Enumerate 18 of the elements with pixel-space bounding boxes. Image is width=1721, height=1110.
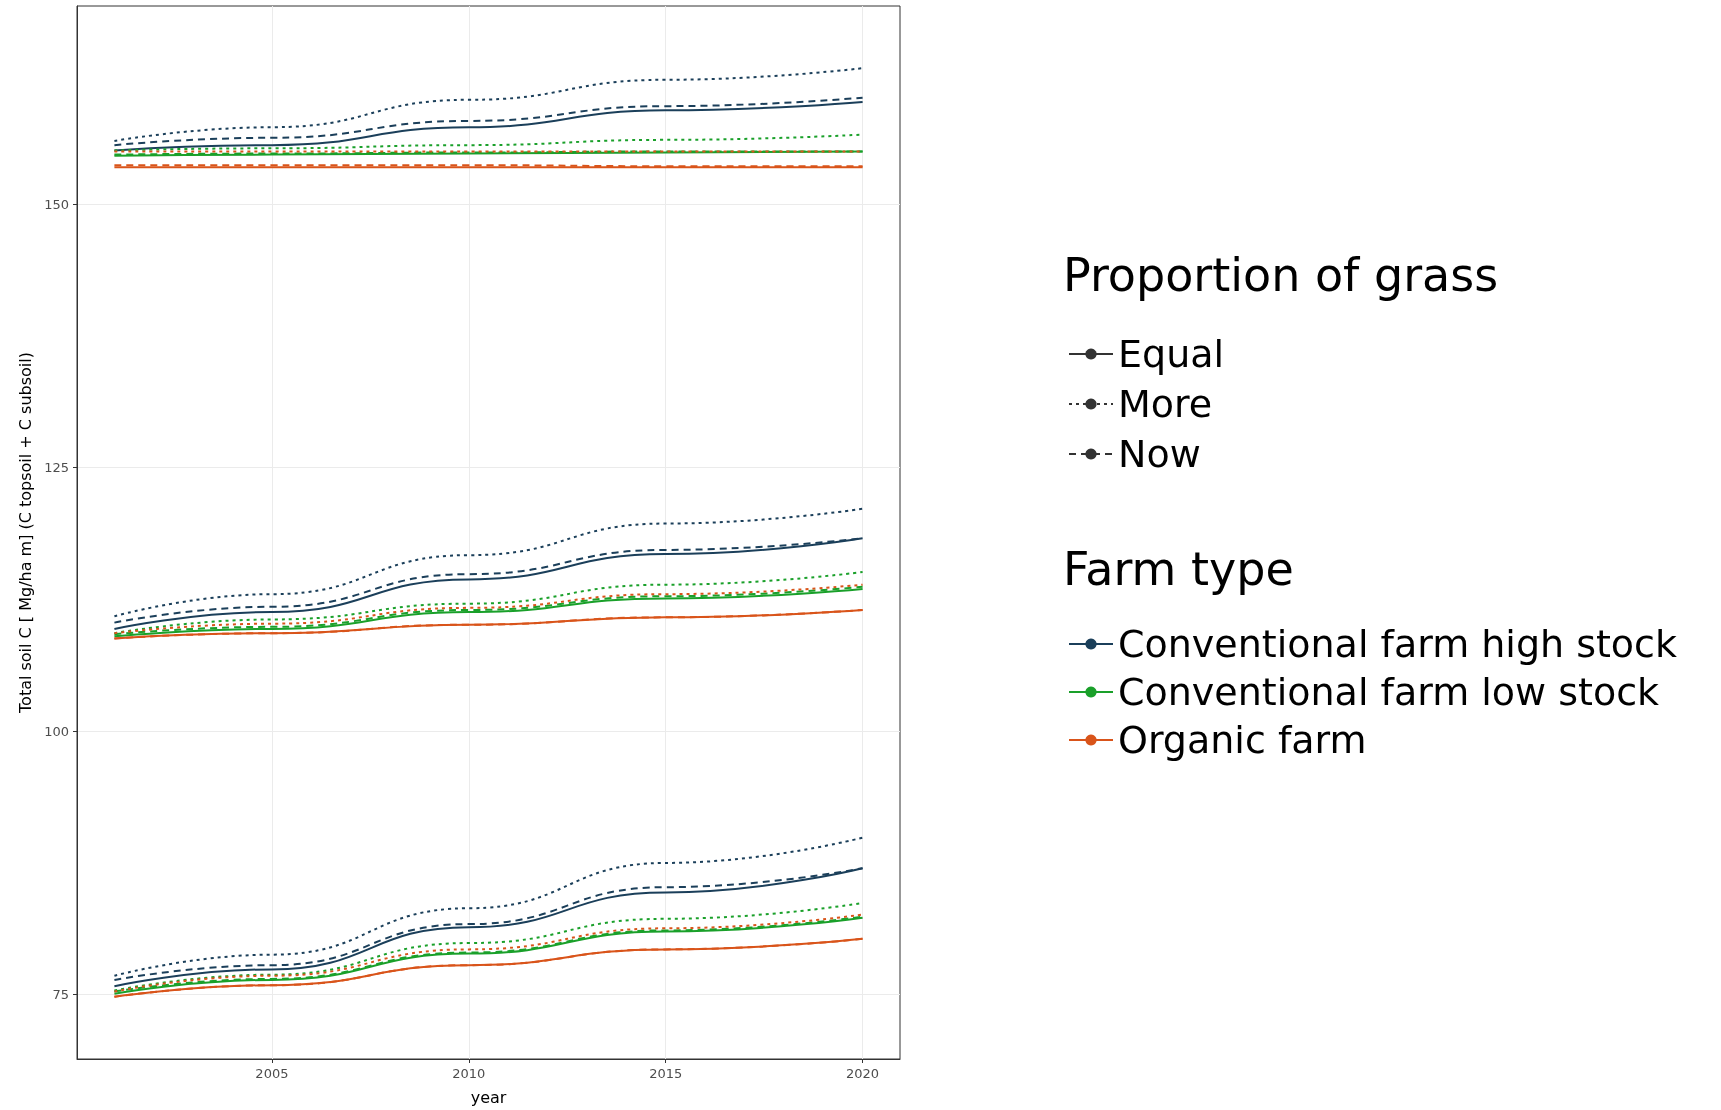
x-tick-label: 2010	[452, 1066, 486, 1081]
y-tick-label: 75	[52, 987, 69, 1003]
legend-title: Farm type	[1063, 542, 1294, 596]
x-axis-title: year	[470, 1087, 507, 1107]
text: Proportion of grass	[1063, 248, 1499, 302]
y-tick-label: 125	[44, 460, 69, 476]
legend-label: More	[1118, 382, 1213, 426]
legend-label: Organic farm	[1118, 718, 1367, 762]
legend-label: Now	[1118, 432, 1201, 476]
x-tick-label: 2015	[649, 1066, 683, 1081]
legend-label: Conventional farm low stock	[1118, 670, 1660, 714]
x-tick-label: 2020	[846, 1066, 880, 1081]
legend-label: Equal	[1118, 332, 1225, 376]
legend-label: Conventional farm high stock	[1118, 622, 1678, 666]
x-tick-label: 2005	[255, 1066, 289, 1081]
y-tick-label: 150	[44, 196, 69, 212]
y-axis-title: Total soil C [ Mg/ha m] (C topsoil + C subsoil)	[15, 352, 35, 714]
y-tick-label: 100	[44, 723, 69, 739]
